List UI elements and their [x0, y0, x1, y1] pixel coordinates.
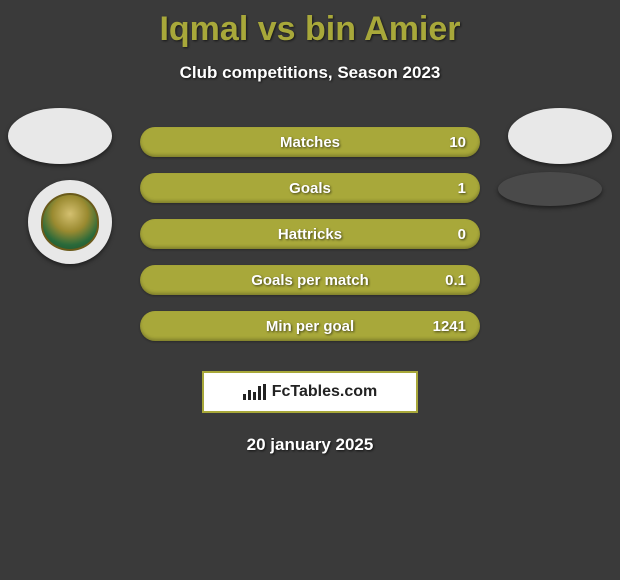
player-left-badge	[8, 108, 112, 164]
bar-chart-icon	[243, 384, 266, 400]
stat-value: 1241	[433, 318, 466, 335]
stat-value: 10	[449, 134, 466, 151]
crest-icon	[41, 193, 99, 251]
stat-label: Goals	[289, 180, 331, 197]
competition-subtitle: Club competitions, Season 2023	[0, 63, 620, 83]
stat-value: 0	[458, 226, 466, 243]
fctables-link[interactable]: FcTables.com	[202, 371, 418, 413]
stat-row-goals: Goals 1	[140, 173, 480, 203]
stat-row-hattricks: Hattricks 0	[140, 219, 480, 249]
stat-value: 0.1	[445, 272, 466, 289]
stat-row-gpm: Goals per match 0.1	[140, 265, 480, 295]
stat-label: Hattricks	[278, 226, 342, 243]
stat-label: Goals per match	[251, 272, 369, 289]
player-right-shadow-badge	[498, 172, 602, 206]
fctables-label: FcTables.com	[272, 383, 378, 401]
player-right-badge	[508, 108, 612, 164]
stat-label: Min per goal	[266, 318, 354, 335]
stat-value: 1	[458, 180, 466, 197]
stat-row-mpg: Min per goal 1241	[140, 311, 480, 341]
snapshot-date: 20 january 2025	[0, 435, 620, 455]
stat-row-matches: Matches 10	[140, 127, 480, 157]
stat-label: Matches	[280, 134, 340, 151]
comparison-title: Iqmal vs bin Amier	[0, 0, 620, 49]
team-logo	[28, 180, 112, 264]
